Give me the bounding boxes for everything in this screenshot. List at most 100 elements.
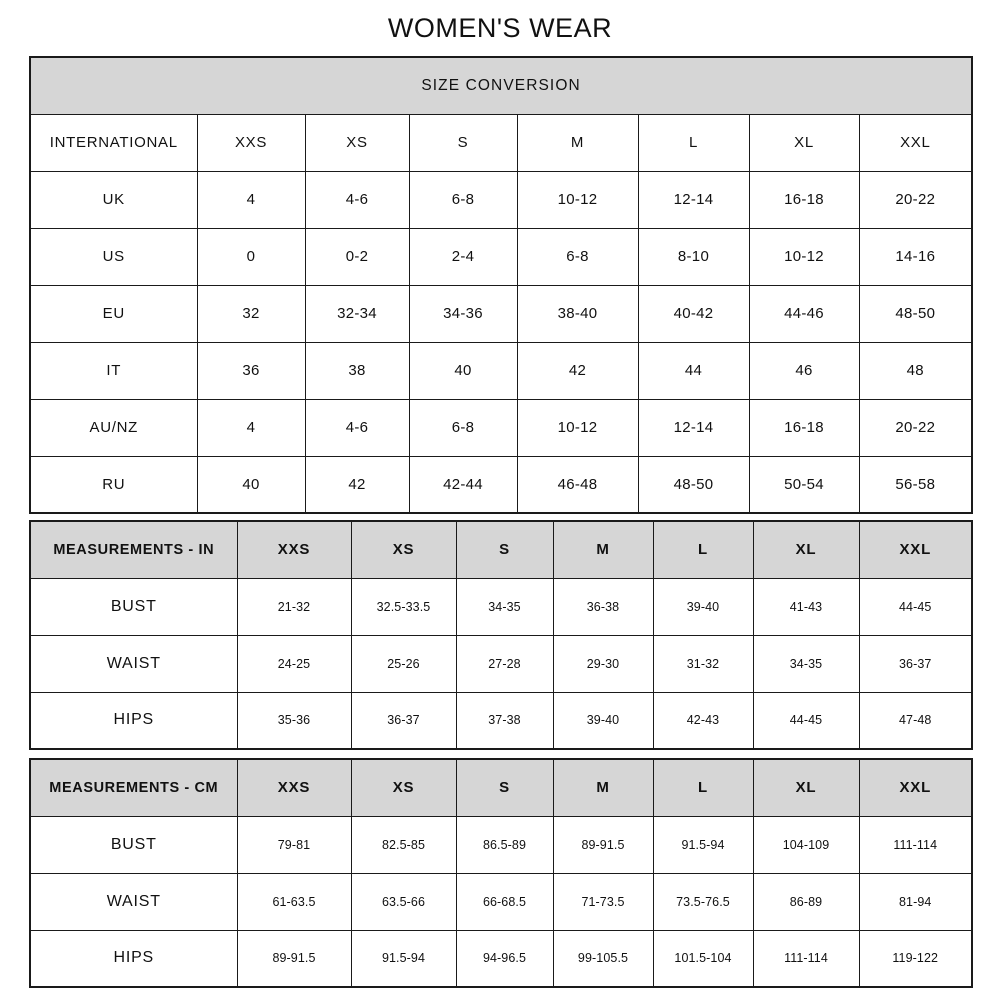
cell: 4 xyxy=(196,170,306,229)
column-header-s: S xyxy=(408,113,518,172)
cell: 82.5-85 xyxy=(350,815,457,874)
cell: 71-73.5 xyxy=(552,872,654,931)
cell: 4-6 xyxy=(304,170,410,229)
cell: 12-14 xyxy=(637,398,750,457)
cell: 38-40 xyxy=(516,284,639,343)
size-conversion-table: SIZE CONVERSION INTERNATIONAL XXS XS S M… xyxy=(29,56,974,514)
cell: 4-6 xyxy=(304,398,410,457)
column-header-international: INTERNATIONAL xyxy=(29,113,198,172)
cell: 40 xyxy=(408,341,518,400)
table-row: US 0 0-2 2-4 6-8 8-10 10-12 14-16 xyxy=(29,227,973,286)
cell: 39-40 xyxy=(652,577,754,636)
cell: 56-58 xyxy=(858,455,973,514)
cell: 46-48 xyxy=(516,455,639,514)
table-row: EU 32 32-34 34-36 38-40 40-42 44-46 48-5… xyxy=(29,284,973,343)
cell: 37-38 xyxy=(455,691,554,750)
table-row: AU/NZ 4 4-6 6-8 10-12 12-14 16-18 20-22 xyxy=(29,398,973,457)
size-conversion-banner: SIZE CONVERSION xyxy=(29,56,973,115)
cell: 6-8 xyxy=(408,398,518,457)
table-row: WAIST 24-25 25-26 27-28 29-30 31-32 34-3… xyxy=(29,634,973,693)
column-header-xs: XS xyxy=(304,113,410,172)
cell: 73.5-76.5 xyxy=(652,872,754,931)
cell: 10-12 xyxy=(748,227,860,286)
cell: 86-89 xyxy=(752,872,860,931)
cell: 20-22 xyxy=(858,398,973,457)
size-conversion-header-row: INTERNATIONAL XXS XS S M L XL XXL xyxy=(29,113,973,172)
cell: 4 xyxy=(196,398,306,457)
cell: 10-12 xyxy=(516,398,639,457)
cell: 36-38 xyxy=(552,577,654,636)
cell: 20-22 xyxy=(858,170,973,229)
column-header-xl: XL xyxy=(748,113,860,172)
cell: 44-45 xyxy=(752,691,860,750)
cell: 41-43 xyxy=(752,577,860,636)
table-row: BUST 21-32 32.5-33.5 34-35 36-38 39-40 4… xyxy=(29,577,973,636)
cell: 32-34 xyxy=(304,284,410,343)
row-label-us: US xyxy=(29,227,198,286)
cell: 94-96.5 xyxy=(455,929,554,988)
cell: 89-91.5 xyxy=(552,815,654,874)
cell: 63.5-66 xyxy=(350,872,457,931)
column-header-xs: XS xyxy=(350,758,457,817)
cell: 34-35 xyxy=(455,577,554,636)
size-conversion-banner-row: SIZE CONVERSION xyxy=(29,56,973,115)
row-label-hips: HIPS xyxy=(29,929,238,988)
column-header-m: M xyxy=(552,520,654,579)
cell: 91.5-94 xyxy=(350,929,457,988)
column-header-xl: XL xyxy=(752,758,860,817)
column-header-m: M xyxy=(516,113,639,172)
column-header-l: L xyxy=(652,520,754,579)
column-header-xxl: XXL xyxy=(858,520,973,579)
cell: 29-30 xyxy=(552,634,654,693)
cell: 44 xyxy=(637,341,750,400)
cell: 16-18 xyxy=(748,398,860,457)
page-title: WOMEN'S WEAR xyxy=(387,13,613,43)
cell: 39-40 xyxy=(552,691,654,750)
row-label-waist: WAIST xyxy=(29,872,238,931)
cell: 81-94 xyxy=(858,872,973,931)
cell: 101.5-104 xyxy=(652,929,754,988)
table-row: WAIST 61-63.5 63.5-66 66-68.5 71-73.5 73… xyxy=(29,872,973,931)
cell: 36 xyxy=(196,341,306,400)
column-header-xl: XL xyxy=(752,520,860,579)
cell: 44-46 xyxy=(748,284,860,343)
cell: 50-54 xyxy=(748,455,860,514)
cell: 42-43 xyxy=(652,691,754,750)
cell: 25-26 xyxy=(350,634,457,693)
cell: 111-114 xyxy=(858,815,973,874)
cell: 66-68.5 xyxy=(455,872,554,931)
cell: 38 xyxy=(304,341,410,400)
cell: 2-4 xyxy=(408,227,518,286)
cell: 42 xyxy=(516,341,639,400)
cell: 6-8 xyxy=(516,227,639,286)
cell: 91.5-94 xyxy=(652,815,754,874)
cell: 34-35 xyxy=(752,634,860,693)
cell: 86.5-89 xyxy=(455,815,554,874)
column-header-xxs: XXS xyxy=(236,520,352,579)
cell: 48-50 xyxy=(858,284,973,343)
cell: 10-12 xyxy=(516,170,639,229)
cell: 32.5-33.5 xyxy=(350,577,457,636)
cell: 99-105.5 xyxy=(552,929,654,988)
cell: 79-81 xyxy=(236,815,352,874)
column-header-l: L xyxy=(637,113,750,172)
cell: 40-42 xyxy=(637,284,750,343)
cell: 48 xyxy=(858,341,973,400)
column-header-s: S xyxy=(455,758,554,817)
row-label-aunz: AU/NZ xyxy=(29,398,198,457)
cell: 36-37 xyxy=(350,691,457,750)
cell: 6-8 xyxy=(408,170,518,229)
cell: 44-45 xyxy=(858,577,973,636)
cell: 111-114 xyxy=(752,929,860,988)
cell: 89-91.5 xyxy=(236,929,352,988)
measurements-in-table: MEASUREMENTS - IN XXS XS S M L XL XXL BU… xyxy=(29,520,973,750)
cell: 42 xyxy=(304,455,410,514)
cell: 34-36 xyxy=(408,284,518,343)
column-header-xxs: XXS xyxy=(196,113,306,172)
column-header-s: S xyxy=(455,520,554,579)
table-row: RU 40 42 42-44 46-48 48-50 50-54 56-58 xyxy=(29,455,973,514)
column-header-xxl: XXL xyxy=(858,758,973,817)
table-row: HIPS 89-91.5 91.5-94 94-96.5 99-105.5 10… xyxy=(29,929,973,988)
cell: 40 xyxy=(196,455,306,514)
